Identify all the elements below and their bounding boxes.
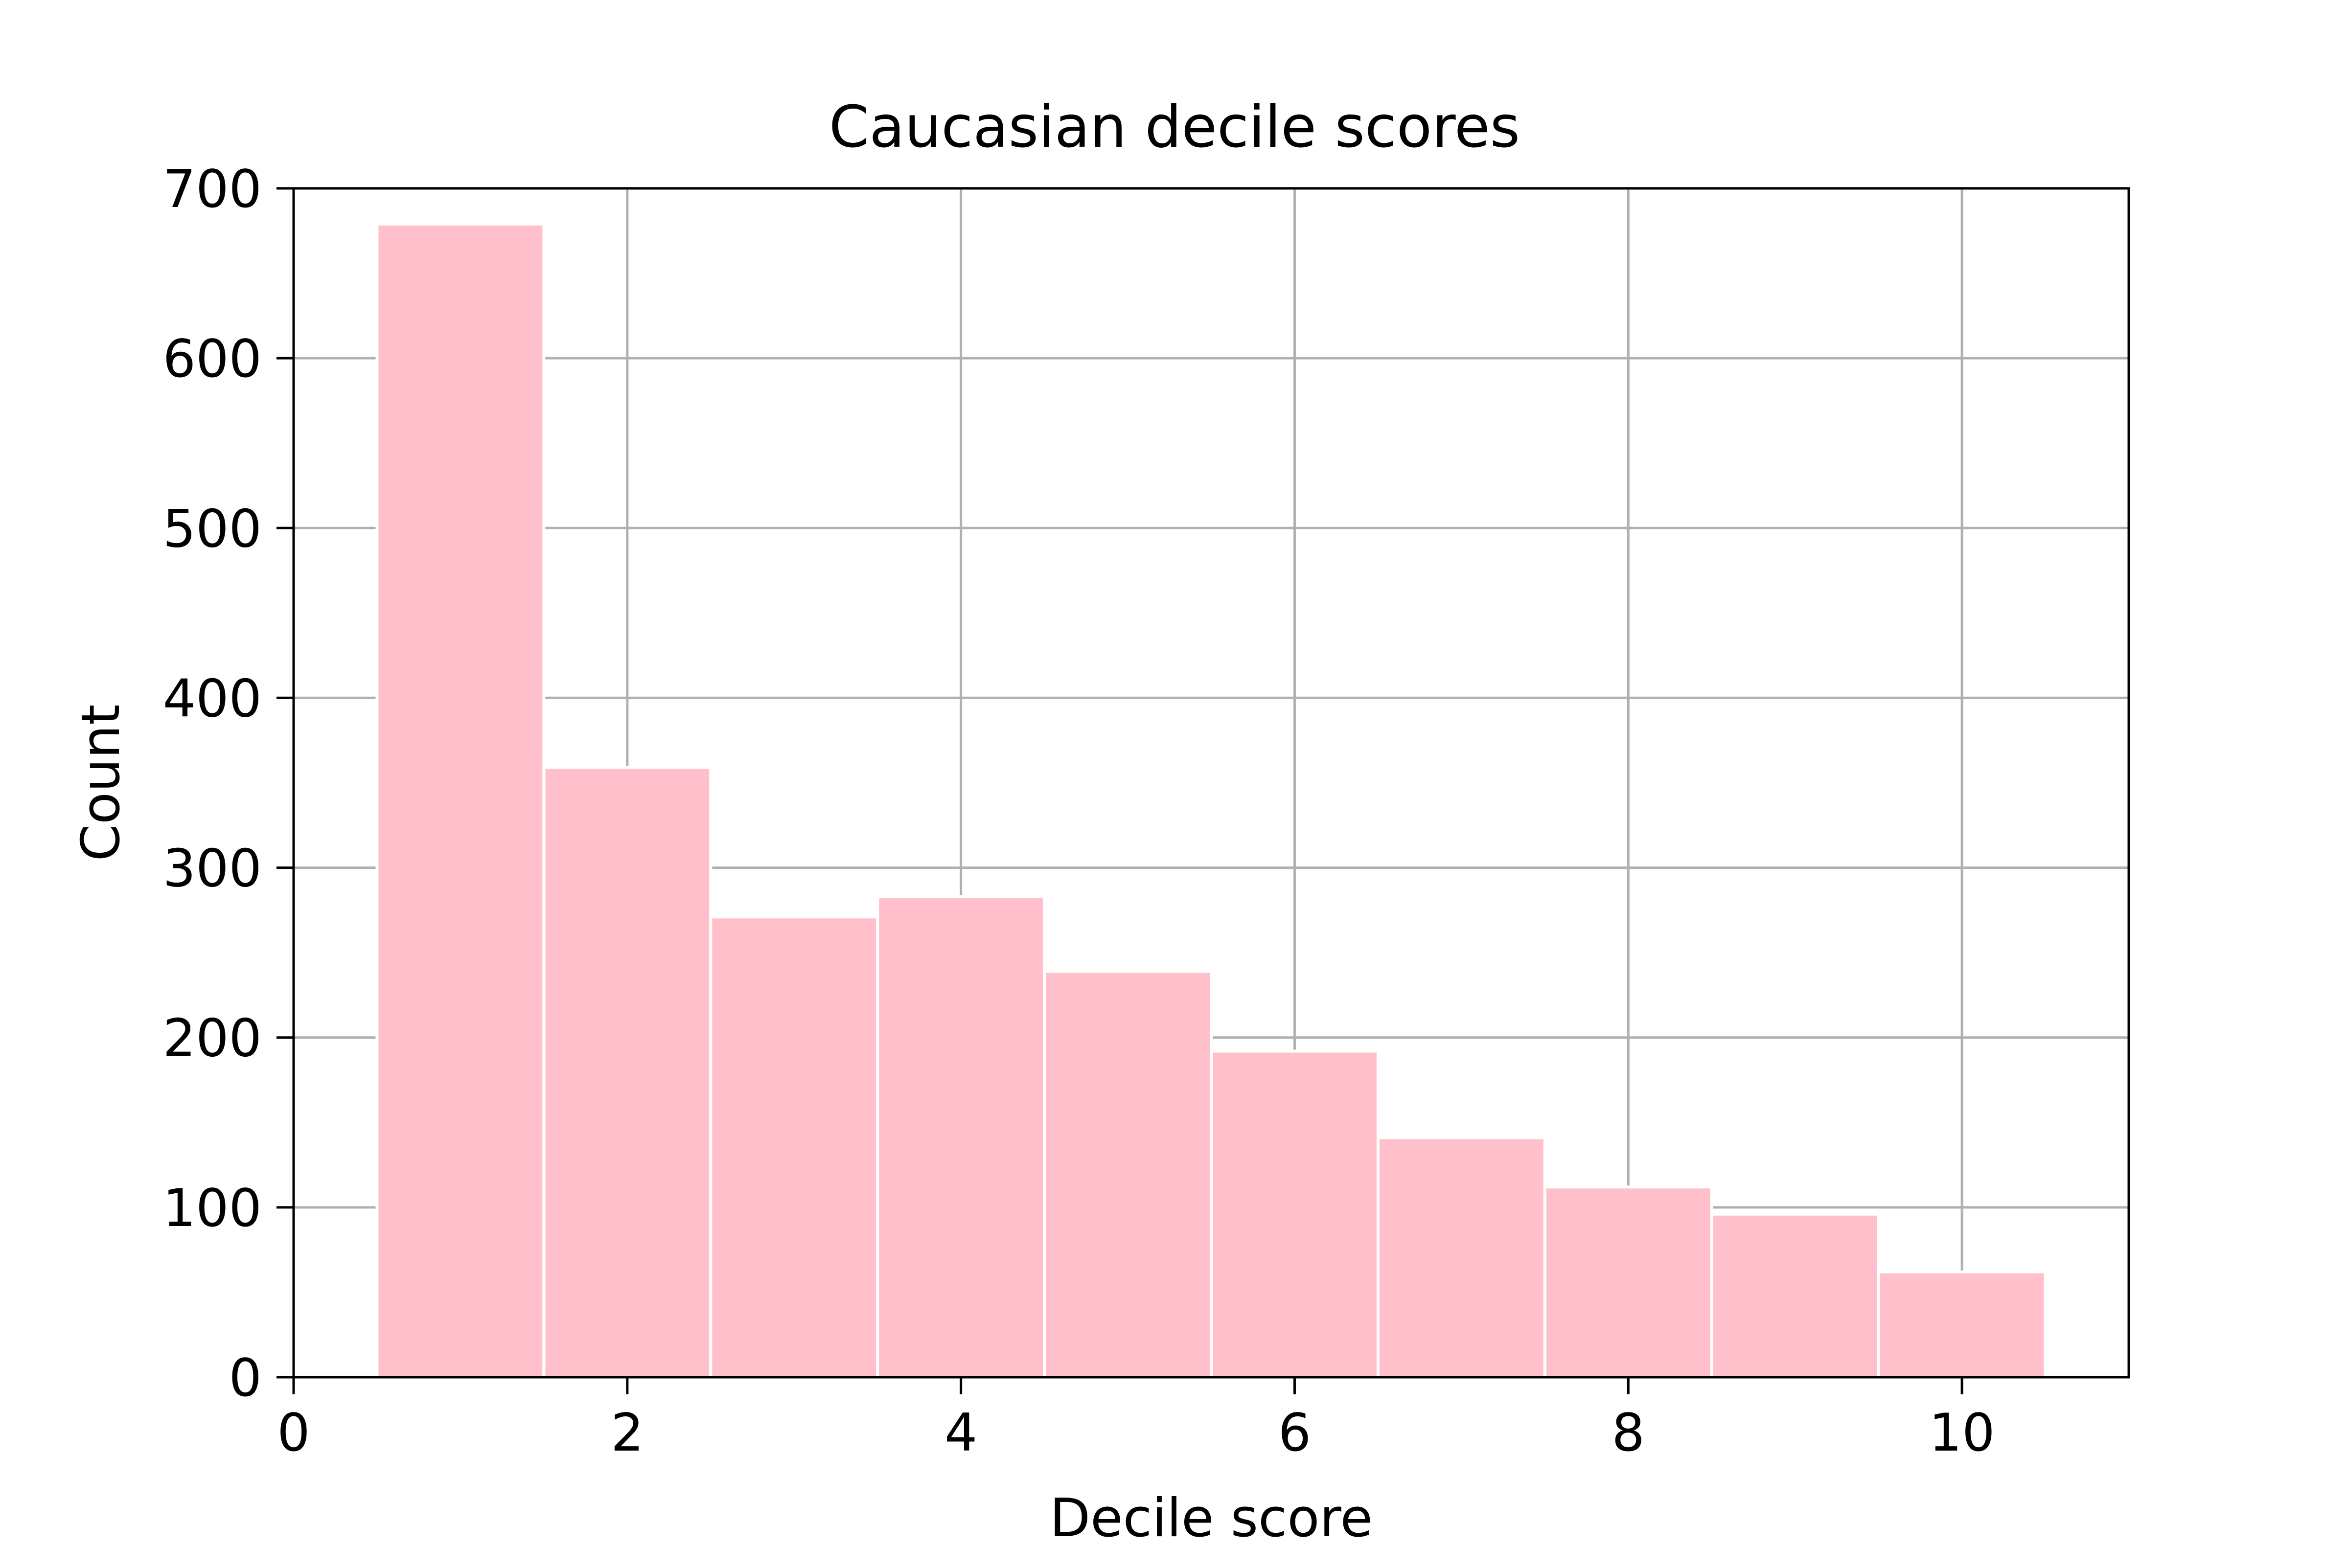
- x-tick-label: 8: [1612, 1403, 1645, 1463]
- y-tick-label: 400: [163, 668, 262, 728]
- chart-title: Caucasian decile scores: [829, 93, 1520, 160]
- x-axis-label: Decile score: [1050, 1488, 1373, 1549]
- bar-5: [1043, 970, 1213, 1379]
- y-tick-label: 700: [163, 159, 262, 219]
- y-tick-label: 100: [163, 1178, 262, 1238]
- x-tick-label: 4: [944, 1403, 977, 1463]
- axes: [292, 187, 2130, 1379]
- plot-frame: [292, 187, 2130, 1379]
- y-tick-label: 200: [163, 1008, 262, 1068]
- bar-3: [709, 915, 879, 1379]
- bar-2: [542, 766, 713, 1379]
- bar-10: [1877, 1270, 2047, 1379]
- x-tick-label: 2: [611, 1403, 644, 1463]
- bar-6: [1210, 1049, 1380, 1379]
- x-tick-label: 0: [277, 1403, 310, 1463]
- y-ticks: 0 100 200 300 400 500 600 700: [163, 159, 294, 1408]
- bar-7: [1376, 1136, 1546, 1379]
- bar-8: [1543, 1185, 1713, 1379]
- y-tick-label: 0: [229, 1348, 262, 1408]
- bar-1: [375, 222, 546, 1379]
- bar-9: [1710, 1212, 1880, 1379]
- y-axis-label: Count: [70, 704, 132, 862]
- y-tick-label: 500: [163, 499, 262, 559]
- x-tick-label: 6: [1278, 1403, 1311, 1463]
- x-ticks: 0 2 4 6 8 10: [277, 1377, 1995, 1463]
- y-tick-label: 300: [163, 839, 262, 899]
- y-tick-label: 600: [163, 329, 262, 389]
- bars: [375, 222, 2047, 1379]
- x-tick-label: 10: [1929, 1403, 1995, 1463]
- bar-4: [876, 895, 1046, 1379]
